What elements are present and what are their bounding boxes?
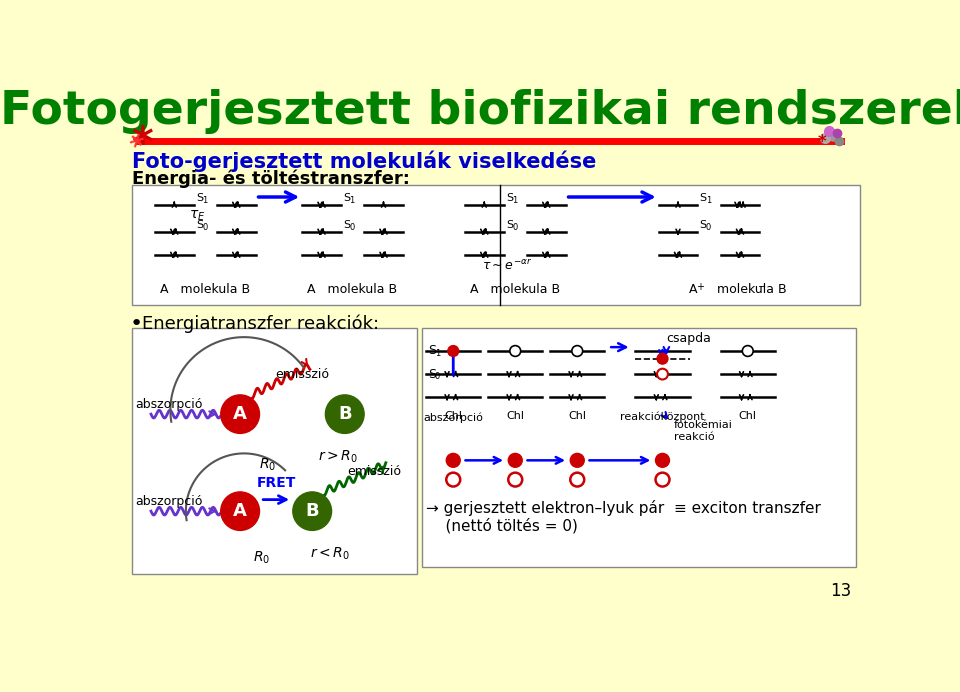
Text: $r > R_0$: $r > R_0$ [318, 449, 357, 465]
Text: Chl: Chl [506, 411, 524, 421]
Bar [132, 185, 860, 304]
Circle shape [656, 473, 669, 486]
Text: 1: 1 [435, 349, 440, 358]
Text: Fotogerjesztett biofizikai rendszerek: Fotogerjesztett biofizikai rendszerek [0, 89, 960, 134]
Text: abszorpció: abszorpció [135, 495, 203, 509]
Text: reakcióközpont: reakcióközpont [620, 411, 705, 421]
Circle shape [508, 453, 522, 467]
Text: A   molekula B: A molekula B [160, 282, 251, 295]
Circle shape [510, 345, 520, 356]
Text: $\tau \sim e^{-\alpha r}$: $\tau \sim e^{-\alpha r}$ [482, 259, 533, 273]
Text: S: S [428, 345, 437, 358]
Text: Chl: Chl [739, 411, 756, 421]
Text: S: S [506, 220, 513, 230]
Text: Chl: Chl [568, 411, 587, 421]
Text: Chl: Chl [444, 411, 463, 421]
Text: 0: 0 [435, 372, 440, 381]
Text: $\tau_E$: $\tau_E$ [189, 208, 205, 223]
Text: A   molekula B: A molekula B [470, 282, 561, 295]
Text: B: B [305, 502, 319, 520]
Text: fotokémiai
reakció: fotokémiai reakció [674, 420, 733, 442]
Text: S: S [344, 220, 350, 230]
Text: 13: 13 [830, 583, 852, 601]
Circle shape [657, 369, 668, 379]
Circle shape [221, 395, 259, 433]
Text: emisszió: emisszió [276, 368, 329, 381]
Circle shape [293, 492, 331, 530]
Text: *: * [131, 124, 153, 165]
Text: +: + [696, 282, 704, 293]
Text: 1: 1 [203, 197, 207, 206]
Circle shape [508, 473, 522, 486]
Circle shape [447, 345, 459, 356]
Text: abszorpció: abszorpció [423, 412, 483, 423]
Text: molekula B: molekula B [713, 282, 786, 295]
Text: Energia- és töltéstranszfer:: Energia- és töltéstranszfer: [132, 170, 410, 188]
Circle shape [446, 473, 460, 486]
Text: S: S [700, 193, 707, 203]
Circle shape [570, 473, 585, 486]
Text: $R_0$: $R_0$ [258, 457, 276, 473]
Text: B: B [338, 405, 351, 423]
Text: S: S [344, 193, 350, 203]
Text: S: S [700, 220, 707, 230]
Text: *: * [127, 129, 156, 160]
Circle shape [570, 453, 585, 467]
Text: 0: 0 [349, 224, 354, 233]
Text: A: A [689, 282, 698, 295]
Text: emisszió: emisszió [348, 465, 401, 478]
Text: A   molekula B: A molekula B [307, 282, 397, 295]
Text: 1: 1 [512, 197, 517, 206]
Text: S: S [196, 220, 204, 230]
Text: A: A [233, 405, 247, 423]
Circle shape [742, 345, 754, 356]
Text: (nettó töltés = 0): (nettó töltés = 0) [426, 518, 578, 534]
Text: −: − [757, 282, 766, 293]
Text: abszorpció: abszorpció [135, 399, 203, 412]
Text: → gerjesztett elektron–lyuk pár  ≡ exciton transzfer: → gerjesztett elektron–lyuk pár ≡ excito… [426, 500, 821, 516]
Text: *: * [818, 133, 827, 151]
Text: FRET: FRET [256, 475, 296, 490]
Circle shape [446, 453, 460, 467]
Bar [132, 328, 417, 574]
Text: Foto-gerjesztett molekulák viselkedése: Foto-gerjesztett molekulák viselkedése [132, 151, 596, 172]
Text: $r < R_0$: $r < R_0$ [310, 546, 349, 562]
Text: A: A [233, 502, 247, 520]
Text: 0: 0 [203, 224, 207, 233]
Circle shape [572, 345, 583, 356]
Text: •: • [130, 314, 142, 334]
Text: S: S [506, 193, 513, 203]
Bar [422, 328, 856, 567]
Text: 1: 1 [706, 197, 711, 206]
Text: S: S [196, 193, 204, 203]
Circle shape [656, 453, 669, 467]
Text: 0: 0 [706, 224, 711, 233]
Text: 0: 0 [512, 224, 517, 233]
Circle shape [657, 354, 668, 364]
Circle shape [221, 492, 259, 530]
Circle shape [325, 395, 364, 433]
Text: $R_0$: $R_0$ [253, 549, 271, 566]
Text: S: S [428, 367, 437, 381]
Text: 1: 1 [349, 197, 354, 206]
Text: Energiatranszfer reakciók:: Energiatranszfer reakciók: [142, 314, 379, 333]
Text: csapda: csapda [666, 332, 711, 345]
